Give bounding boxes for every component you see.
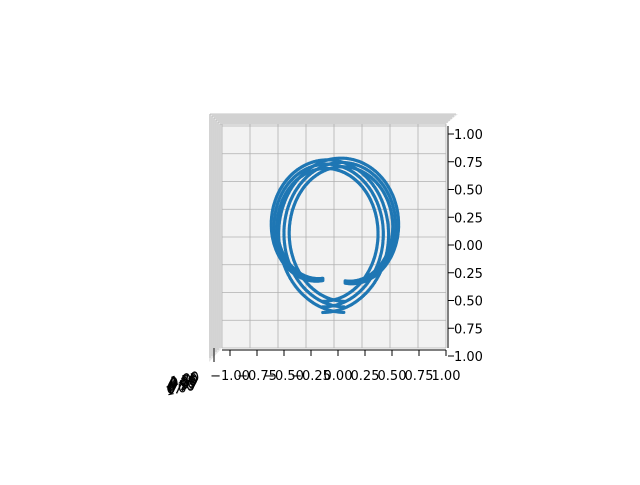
y-tick-label: 0.00 [454,239,483,254]
x-tick-label: 0.00 [324,369,353,384]
axis-lines [213,126,449,362]
x-axis-ticks: −1.00−0.75−0.50−0.250.000.250.500.751.00 [210,350,460,384]
z-tick-label: 1.00 [165,379,196,400]
z-tick-label: 1.00 [169,369,200,390]
y-tick-label: 0.25 [454,211,483,226]
y-tick-label: 1.00 [454,128,483,143]
y-tick-label: 0.75 [454,156,483,171]
data-point [342,310,346,314]
z-tick-label: 0.50 [166,376,197,397]
x-tick-label: −0.75 [237,369,277,384]
x-tick-label: −1.00 [210,369,250,384]
z-tick-label: 0.50 [168,372,199,393]
x-tick-label: 0.50 [378,369,407,384]
x-tick-label: −0.50 [264,369,304,384]
y-tick-label: 1.00 [454,350,483,365]
y-axis-ticks: 1.00 0.75 0.50 0.25 0.00 0.25 0.50 0.75 1.00 [448,128,483,365]
data-point [321,278,325,283]
z-tick-label: 0.75 [165,378,196,399]
z-tick-label: 0.25 [166,375,197,396]
axes-panes [209,114,458,362]
z-tick-label: 0.00 [167,374,198,395]
scatter-series [269,156,401,315]
y-tick-label: 0.50 [454,295,483,310]
z-tick-label: 0.25 [168,373,199,394]
y-tick-label: 0.75 [454,322,483,337]
x-tick-label: −0.25 [291,369,331,384]
x-tick-label: 1.00 [432,369,461,384]
x-tick-label: 0.25 [351,369,380,384]
z-axis-ticks: 1.000.750.500.250.000.250.500.751.00 [165,369,201,399]
x-tick-label: 0.75 [405,369,434,384]
y-tick-label: 0.25 [454,267,483,282]
back-pane [209,114,458,124]
y-tick-label: 0.50 [454,184,483,199]
z-tick-label: 0.75 [169,370,200,391]
